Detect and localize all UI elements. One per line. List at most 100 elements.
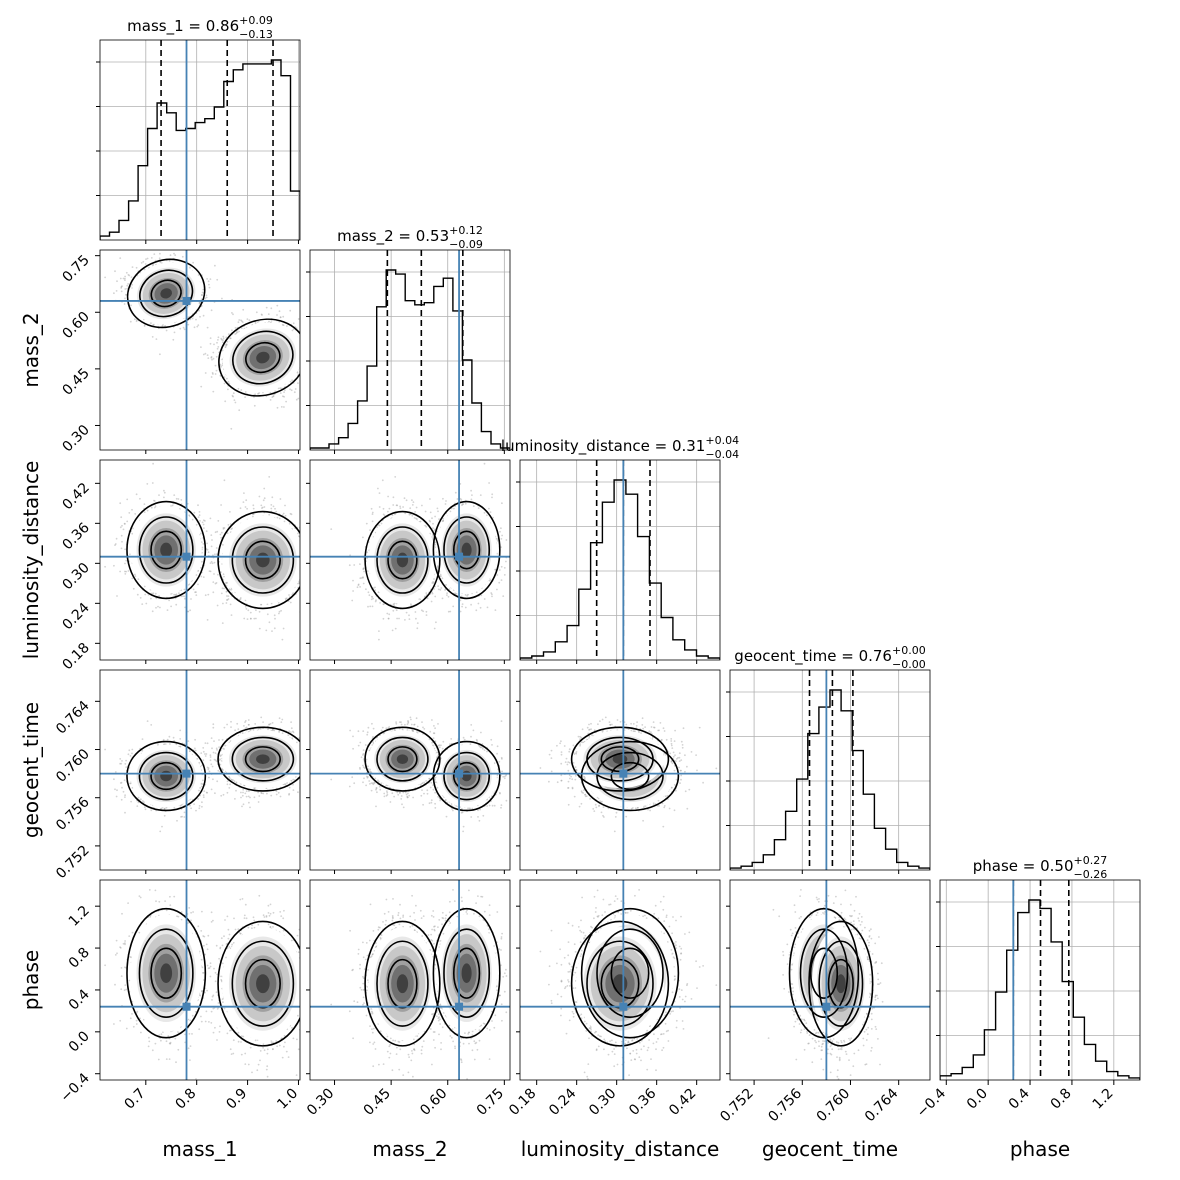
sample-point [231, 394, 234, 397]
sample-point [204, 297, 207, 300]
sample-point [198, 514, 201, 517]
sample-point [198, 302, 201, 305]
sample-point [238, 319, 241, 321]
sample-point [210, 356, 213, 358]
sample-point [219, 374, 222, 377]
sample-point [260, 504, 263, 507]
sample-point [231, 329, 233, 332]
sample-point [206, 619, 209, 621]
sample-point [226, 532, 229, 535]
sample-point [222, 544, 224, 546]
sample-point [273, 627, 276, 630]
contour-level-2 [150, 279, 182, 308]
sample-point [253, 404, 256, 407]
sample-point [212, 390, 215, 393]
sample-point [279, 392, 282, 394]
sample-point [152, 324, 155, 326]
sample-point [202, 314, 205, 317]
contour-level-0 [218, 318, 300, 397]
sample-point [157, 605, 159, 608]
sample-point [154, 592, 157, 595]
sample-point [229, 523, 232, 525]
sample-point [325, 374, 327, 376]
sample-point [198, 309, 200, 312]
sample-point [153, 323, 155, 326]
sample-point [143, 511, 146, 513]
sample-point [214, 582, 217, 585]
sample-point [314, 568, 316, 570]
sample-point [305, 387, 307, 389]
sample-point [124, 275, 126, 278]
sample-point [223, 527, 226, 529]
sample-point [247, 609, 250, 612]
sample-point [130, 276, 133, 278]
sample-point [120, 285, 123, 288]
sample-point [210, 560, 213, 563]
sample-point [204, 594, 207, 597]
sample-point [183, 588, 186, 591]
sample-point [271, 496, 274, 499]
sample-point [168, 259, 171, 262]
sample-point [131, 266, 134, 268]
panel-frame [99, 249, 301, 451]
sample-point [198, 511, 201, 513]
sample-point [273, 614, 276, 617]
sample-point [150, 257, 153, 259]
sample-point [221, 587, 224, 590]
sample-point [183, 240, 185, 242]
sample-point [219, 363, 222, 366]
sample-point [142, 260, 145, 263]
sample-point [235, 331, 238, 333]
sample-point [210, 309, 213, 312]
sample-point [293, 391, 296, 394]
sample-point [285, 400, 287, 403]
sample-point [289, 309, 292, 312]
sample-point [149, 322, 152, 324]
sample-point [305, 547, 307, 549]
sample-point [230, 427, 233, 430]
sample-point [263, 506, 266, 508]
sample-point [220, 338, 223, 341]
sample-point [269, 391, 272, 394]
sample-point [201, 546, 204, 549]
sample-point [215, 369, 218, 372]
sample-point [181, 255, 184, 258]
sample-point [143, 268, 146, 271]
sample-point [163, 496, 165, 499]
sample-point [303, 562, 305, 564]
sample-point [122, 528, 125, 531]
sample-point [205, 530, 208, 533]
sample-point [248, 319, 251, 322]
truth-marker [182, 296, 191, 305]
sample-point [195, 594, 198, 596]
sample-point [308, 525, 310, 527]
sample-point [122, 277, 125, 280]
sample-point [173, 494, 176, 496]
sample-point [276, 516, 279, 519]
sample-point [303, 590, 305, 592]
sample-point [240, 597, 242, 599]
sample-point [207, 280, 210, 283]
sample-point [253, 617, 256, 620]
sample-point [144, 263, 147, 265]
sample-point [221, 364, 224, 367]
sample-point [217, 573, 219, 576]
sample-point [311, 535, 313, 537]
sample-point [216, 341, 218, 344]
sample-point [178, 592, 180, 595]
sample-point [212, 554, 214, 557]
sample-point [230, 614, 233, 616]
sample-point [202, 523, 205, 526]
contour-level-1 [139, 269, 194, 318]
panel-mass_1-vs-mass_2 [100, 240, 327, 450]
sample-point [129, 320, 132, 323]
sample-point [305, 370, 307, 372]
sample-point [306, 355, 308, 357]
sample-point [173, 252, 175, 255]
sample-point [219, 533, 222, 536]
sample-point [214, 264, 216, 267]
sample-point [187, 323, 190, 326]
sample-point [184, 597, 186, 600]
sample-point [159, 252, 161, 255]
sample-point [188, 514, 191, 517]
